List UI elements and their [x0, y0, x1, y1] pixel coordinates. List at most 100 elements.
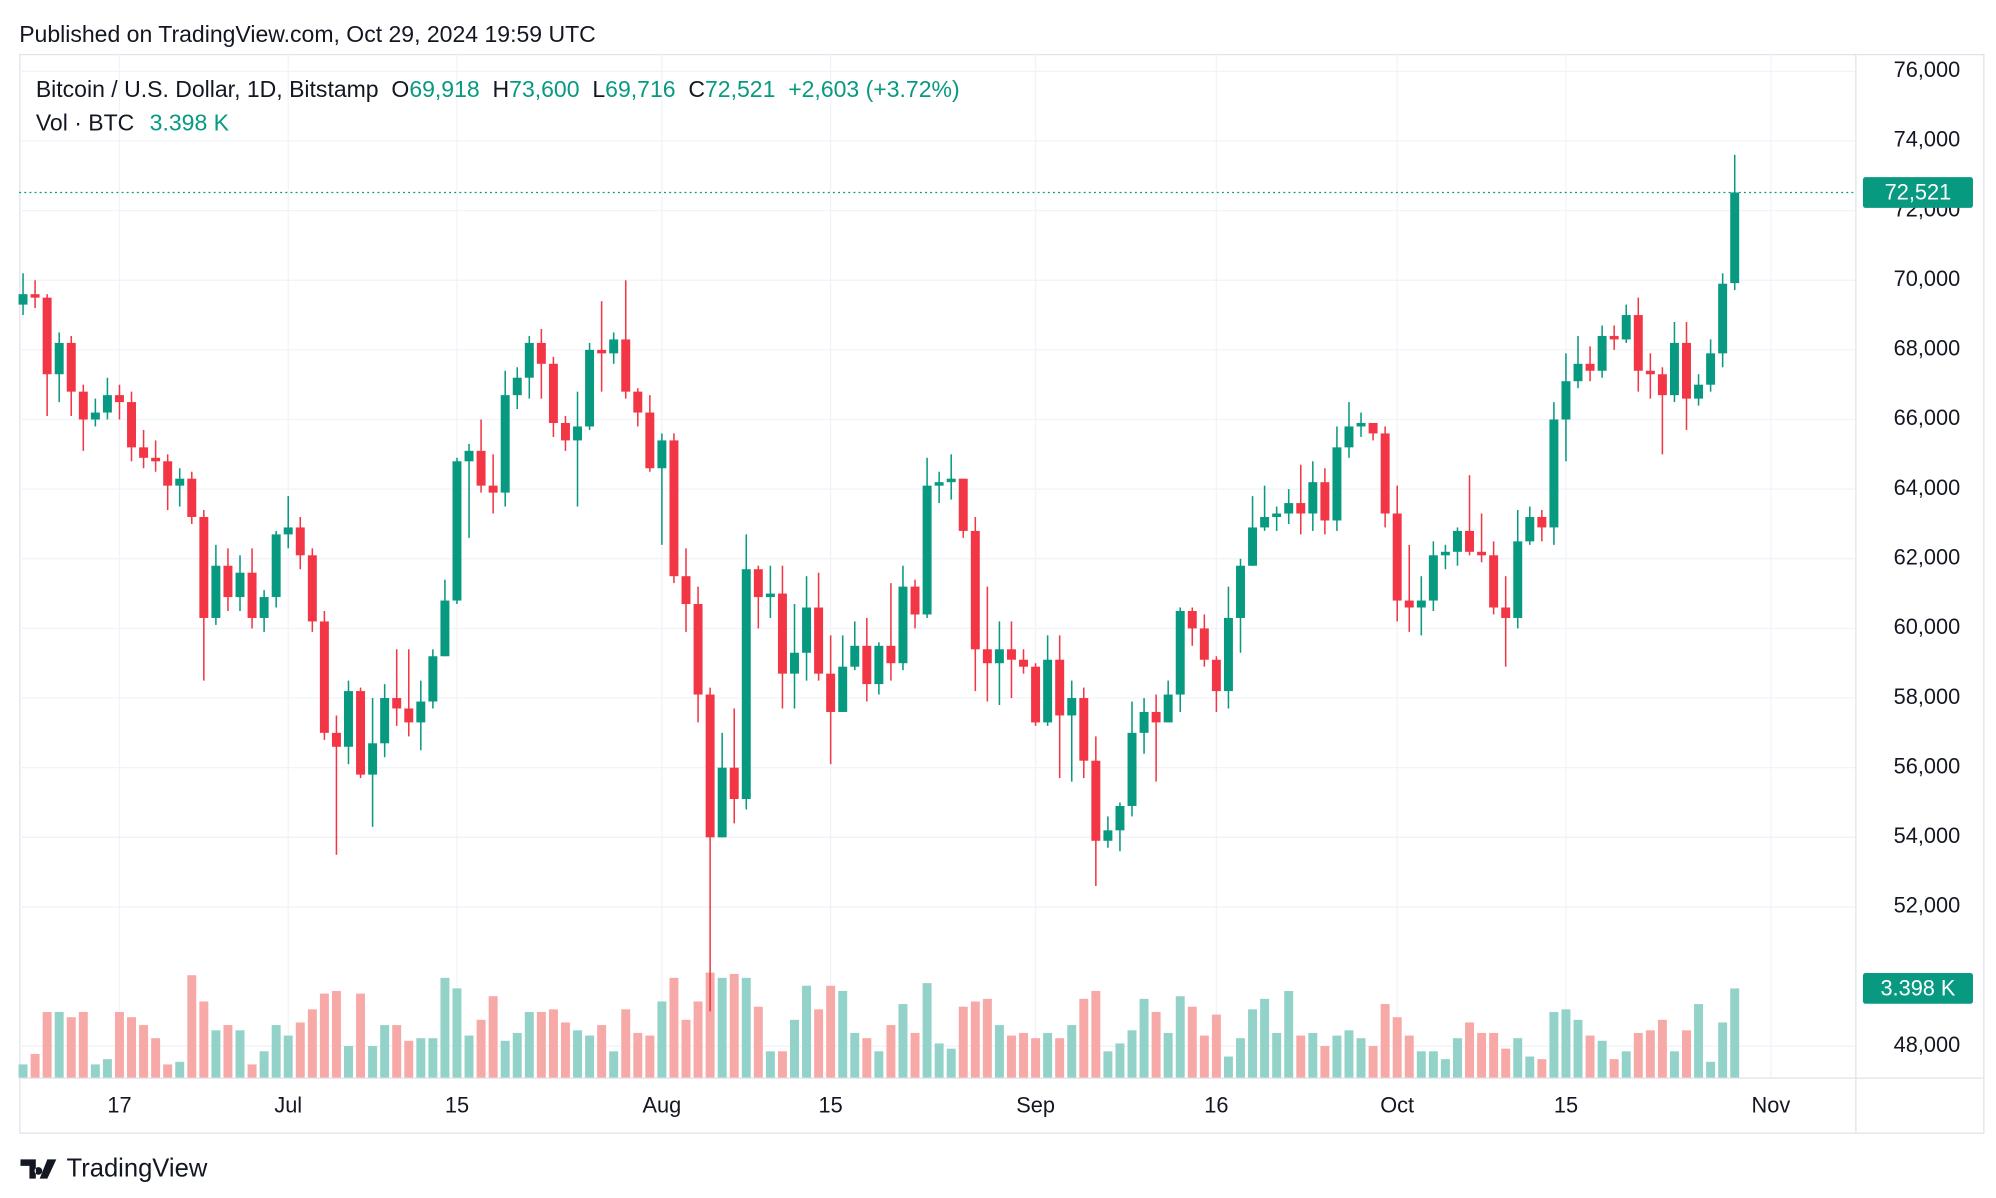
y-tick-label: 62,000 [1894, 545, 1961, 570]
volume-bar [1006, 1035, 1016, 1078]
candle-body [1163, 694, 1173, 723]
candle-body [922, 485, 932, 615]
volume-bar [1019, 1032, 1029, 1078]
volume-bar [1489, 1032, 1499, 1078]
x-tick-label: 15 [819, 1093, 843, 1118]
candle-body [1428, 555, 1438, 601]
volume-bar [1079, 998, 1089, 1078]
candle-body [488, 485, 498, 493]
candle-body [1115, 805, 1125, 831]
ohlc-value: 72,521 [705, 76, 775, 102]
y-tick-label: 52,000 [1894, 893, 1961, 918]
volume-bar [307, 1009, 317, 1078]
candle-body [464, 450, 474, 462]
volume-bar [199, 1001, 209, 1078]
volume-bar [934, 1043, 944, 1078]
candle-body [66, 342, 76, 392]
candle-body [886, 645, 896, 664]
candle-body [1344, 426, 1354, 448]
candle-body [319, 621, 329, 733]
candle-body [669, 440, 679, 577]
candle-body [1525, 516, 1535, 542]
candle-body [1091, 760, 1101, 841]
volume-bar [331, 990, 341, 1078]
volume-bar [669, 977, 679, 1078]
candle-body [127, 402, 136, 448]
volume-bar [356, 993, 366, 1078]
y-tick-label: 58,000 [1894, 684, 1961, 709]
candle-body [247, 572, 257, 618]
volume-bar [488, 996, 498, 1078]
volume-bar [922, 983, 932, 1078]
volume-bar [1308, 1032, 1318, 1078]
candle-body [42, 297, 52, 375]
candle-body [1597, 335, 1607, 371]
volume-bar [790, 1019, 799, 1078]
logo-text: TradingView [67, 1154, 208, 1182]
candle-body [717, 767, 727, 838]
candle-body [175, 478, 185, 486]
candle-body [416, 701, 426, 723]
candle-body [765, 593, 775, 598]
candle-body [1730, 192, 1740, 284]
volume-bar [259, 1051, 269, 1078]
volume-bar [898, 1004, 908, 1078]
candle-body [741, 569, 751, 800]
overlay-layer: 17 Jul 15 Aug 15 Sep 16 Oct 15 Nov 48,000 52,000 54,… [19, 57, 1973, 1118]
volume-bar [1621, 1051, 1631, 1078]
candle-body [90, 412, 100, 420]
y-tick-label: 68,000 [1894, 336, 1961, 361]
volume-bar [1043, 1032, 1053, 1078]
candle-body [223, 565, 233, 598]
candle-body [1549, 419, 1559, 528]
volume-bar [1501, 1048, 1511, 1078]
volume-bar [102, 1059, 112, 1078]
candle-body [1356, 422, 1366, 427]
candle-body [1031, 666, 1041, 723]
volume-bar [247, 1064, 257, 1078]
volume-bar [452, 988, 462, 1078]
x-tick-label: Sep [1016, 1093, 1055, 1118]
volume-bar [1573, 1019, 1583, 1078]
ohlc-key: O [391, 76, 409, 102]
candle-body [1440, 551, 1450, 556]
volume-bar [597, 1025, 607, 1078]
volume-bar [609, 1051, 619, 1078]
volume-bar [90, 1064, 100, 1078]
candle-body [139, 447, 149, 458]
volume-bar [1682, 1030, 1691, 1078]
candle-body [1103, 830, 1113, 841]
volume-bar [621, 1009, 631, 1078]
candle-body [1561, 381, 1571, 420]
volume-bar [30, 1053, 40, 1078]
volume-bar [1127, 1030, 1137, 1078]
volume-bar [753, 1006, 763, 1078]
ohlc-value: 69,918 [409, 76, 479, 102]
volume-bar [344, 1046, 353, 1078]
candle-body [1669, 342, 1679, 396]
volume-bar [476, 1019, 486, 1078]
candle-body [1392, 513, 1402, 601]
candle-body [1272, 513, 1282, 517]
candle-body [1043, 659, 1053, 723]
candle-body [560, 422, 570, 441]
volume-bar [645, 1035, 655, 1078]
volume-bar [1272, 1032, 1282, 1078]
candle-body [1489, 555, 1499, 608]
volume-bar [874, 1051, 884, 1078]
volume-bar [1187, 1006, 1197, 1078]
last-volume-label: 3.398 K [1880, 975, 1955, 1000]
x-tick-label: Oct [1380, 1093, 1414, 1118]
volume-name: Vol · BTC [36, 109, 134, 135]
volume-bar [235, 1030, 245, 1078]
candle-body [356, 691, 366, 775]
volume-bar [271, 1025, 281, 1078]
candle-body [753, 569, 763, 598]
volume-bar [295, 1022, 305, 1078]
volume-bar [1380, 1004, 1390, 1078]
candle-body [633, 391, 643, 413]
candle-body [1645, 370, 1655, 375]
volume-bar [1296, 1035, 1306, 1078]
volume-bar [970, 1001, 980, 1078]
last-volume-box [1862, 973, 1973, 1004]
